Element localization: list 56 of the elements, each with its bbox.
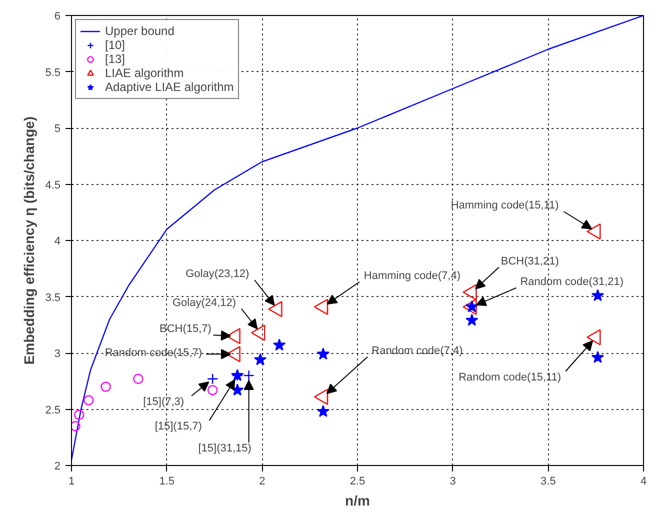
x-tick-label: 3 xyxy=(450,476,456,488)
annotation: BCH(31,21) xyxy=(500,255,559,268)
x-tick-label: 1 xyxy=(68,476,75,488)
annotation: Hamming code(7,4) xyxy=(364,270,460,282)
y-tick-label: 3 xyxy=(54,348,61,360)
point xyxy=(466,314,478,326)
point xyxy=(254,353,267,366)
annotation: Golay(24,12) xyxy=(172,296,236,309)
legend-label: LIAE algorithm xyxy=(105,66,184,80)
point xyxy=(586,223,601,240)
x-tick-label: 2 xyxy=(259,476,266,488)
y-tick-label: 3.5 xyxy=(45,292,61,304)
point xyxy=(72,421,80,432)
line-series xyxy=(72,16,644,460)
point xyxy=(466,300,478,312)
annotation: Golay(23,12) xyxy=(186,268,250,280)
x-tick-label: 3.5 xyxy=(540,476,556,488)
y-axis-title: Embedding efficiency η (bits/change) xyxy=(21,116,38,365)
point xyxy=(100,382,111,392)
y-tick-label: 5.5 xyxy=(45,66,61,79)
y-tick-label: 4 xyxy=(54,236,61,248)
y-tick-label: 5 xyxy=(54,123,61,135)
point xyxy=(231,384,244,396)
annotation: [15](15,7) xyxy=(154,420,202,432)
annotation: BCH(15,7) xyxy=(159,323,212,336)
point xyxy=(206,373,218,384)
point xyxy=(273,338,286,351)
legend-label: [10] xyxy=(105,38,126,52)
point xyxy=(586,329,601,346)
annotation: [15](31,15) xyxy=(198,442,252,454)
x-tick-label: 4 xyxy=(640,476,647,488)
point xyxy=(84,395,94,406)
point xyxy=(316,348,330,360)
point xyxy=(591,289,604,302)
x-axis-title: n/m xyxy=(345,492,370,508)
y-tick-label: 2 xyxy=(54,460,61,472)
point xyxy=(591,350,604,363)
y-tick-label: 4.5 xyxy=(45,179,61,192)
y-tick-label: 6 xyxy=(54,10,61,22)
legend-label: Upper bound xyxy=(105,24,174,38)
point xyxy=(207,385,218,396)
point xyxy=(133,374,144,384)
annotation: Random code(15,7) xyxy=(104,347,202,360)
point xyxy=(74,410,84,420)
legend-label: [13] xyxy=(105,52,126,66)
annotation: Random code(31,21) xyxy=(520,276,624,288)
point xyxy=(316,404,330,417)
annotation: [15](7,3) xyxy=(143,396,184,408)
x-tick-label: 2.5 xyxy=(350,476,366,488)
annotation: Random code(7,4) xyxy=(372,344,463,357)
annotation: Hamming code(15,11) xyxy=(450,200,559,212)
annotation: Random code(15,11) xyxy=(458,371,562,384)
legend-label: Adaptive LIAE algorithm xyxy=(105,80,234,94)
point xyxy=(243,370,254,382)
x-tick-label: 1.5 xyxy=(159,476,174,488)
y-tick-label: 2.5 xyxy=(45,404,61,416)
